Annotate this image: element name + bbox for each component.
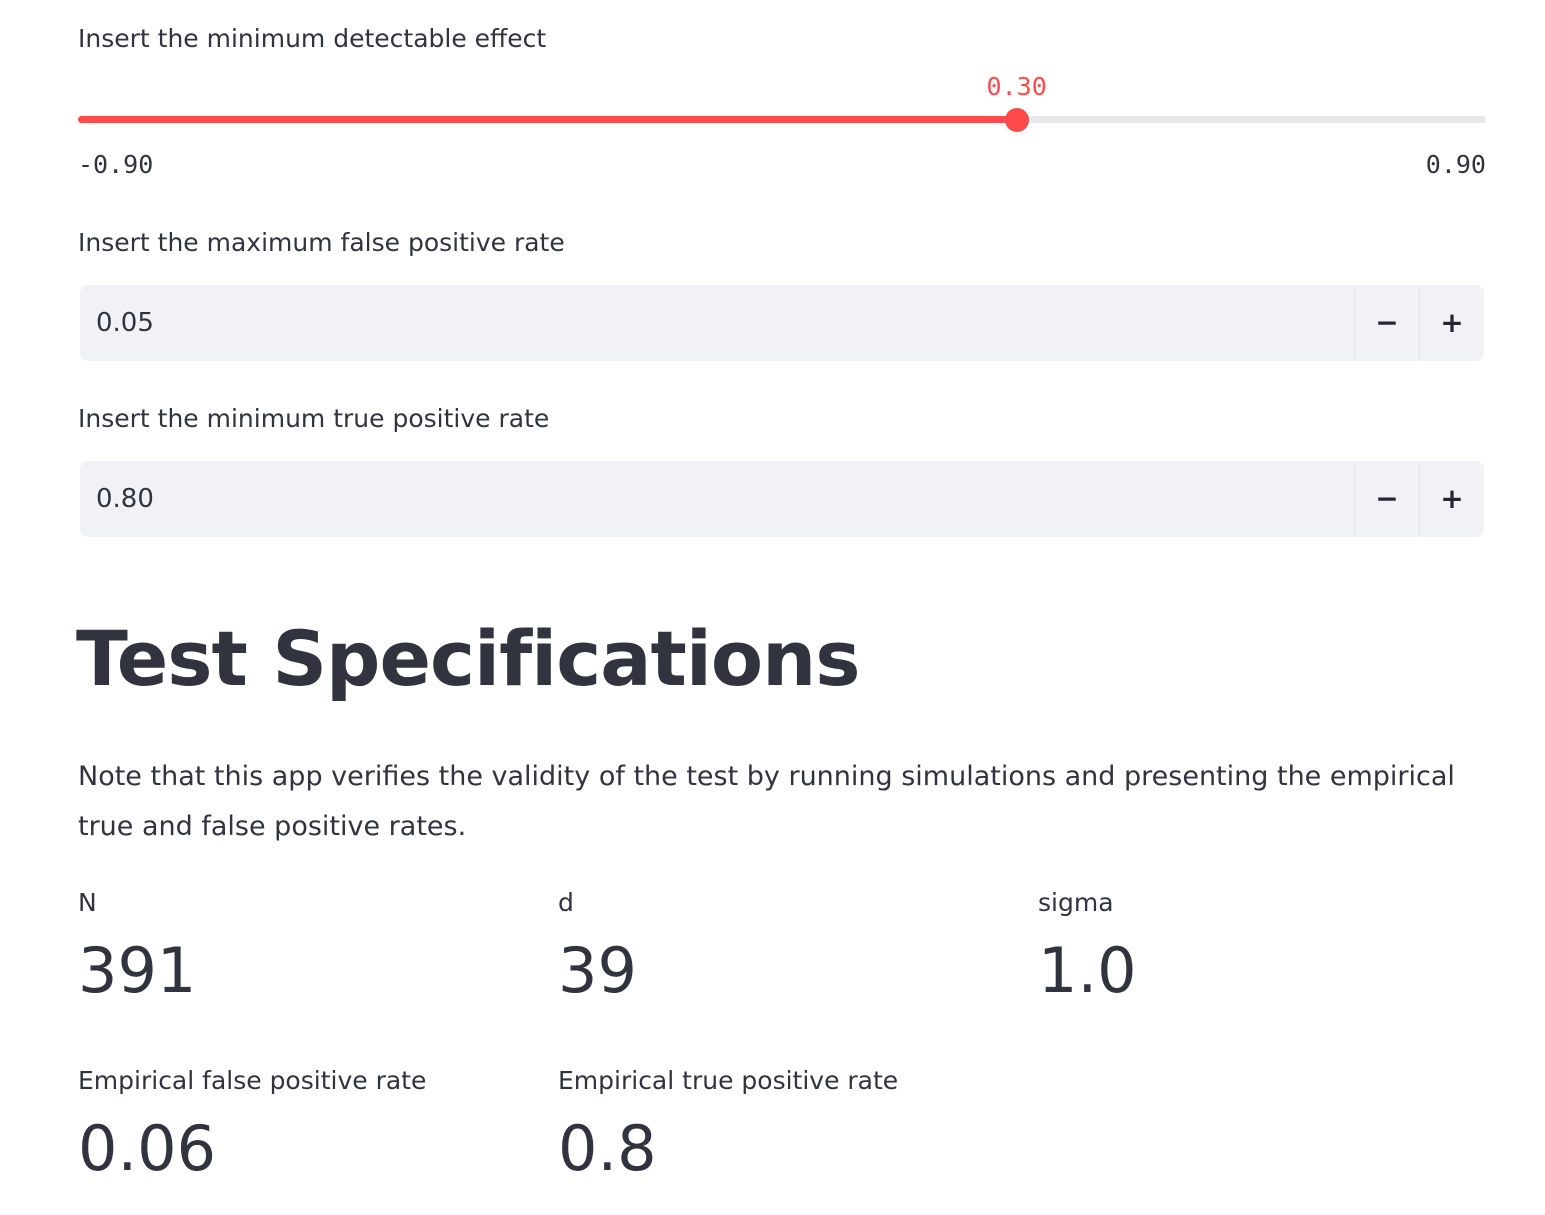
fpr-label: Insert the maximum false positive rate (78, 228, 565, 257)
plus-icon: + (1440, 306, 1464, 339)
mde-slider-track[interactable] (78, 116, 1486, 123)
fpr-increment-button[interactable]: + (1419, 285, 1484, 361)
tpr-increment-button[interactable]: + (1419, 461, 1484, 537)
metric-value: 391 (78, 934, 197, 1007)
metric-label: d (558, 888, 574, 917)
minus-icon: − (1375, 306, 1399, 339)
metric-label: Empirical false positive rate (78, 1066, 427, 1095)
page-title: Test Specifications (76, 614, 860, 703)
metric-value: 39 (558, 934, 637, 1007)
metric-empirical-tpr: Empirical true positive rate 0.8 (558, 1066, 898, 1184)
mde-slider-value: 0.30 (986, 72, 1047, 101)
metric-empirical-fpr: Empirical false positive rate 0.06 (78, 1066, 426, 1184)
metric-label: Empirical true positive rate (558, 1066, 899, 1095)
metric-n: N 391 (78, 888, 196, 1006)
metric-sigma: sigma 1.0 (1038, 888, 1137, 1006)
tpr-decrement-button[interactable]: − (1354, 461, 1419, 537)
metric-value: 0.8 (558, 1112, 657, 1185)
tpr-input[interactable] (80, 460, 1354, 538)
mde-slider-min: -0.90 (78, 150, 154, 179)
plus-icon: + (1440, 482, 1464, 515)
mde-slider-thumb[interactable] (1004, 108, 1029, 132)
tpr-label: Insert the minimum true positive rate (78, 404, 550, 433)
metric-label: N (78, 888, 97, 917)
fpr-decrement-button[interactable]: − (1354, 285, 1419, 361)
mde-label: Insert the minimum detectable effect (78, 24, 547, 53)
mde-slider-max: 0.90 (1425, 150, 1486, 179)
metric-d: d 39 (558, 888, 637, 1006)
metric-label: sigma (1038, 888, 1114, 917)
mde-slider[interactable]: 0.30 -0.90 0.90 (78, 60, 1486, 190)
note-text: Note that this app verifies the validity… (78, 761, 1455, 842)
metric-value: 1.0 (1038, 934, 1137, 1007)
fpr-number-input: − + (80, 284, 1484, 362)
mde-slider-fill (78, 116, 1017, 123)
minus-icon: − (1375, 482, 1399, 515)
metric-value: 0.06 (78, 1112, 217, 1185)
fpr-input[interactable] (80, 284, 1354, 362)
tpr-number-input: − + (80, 460, 1484, 538)
